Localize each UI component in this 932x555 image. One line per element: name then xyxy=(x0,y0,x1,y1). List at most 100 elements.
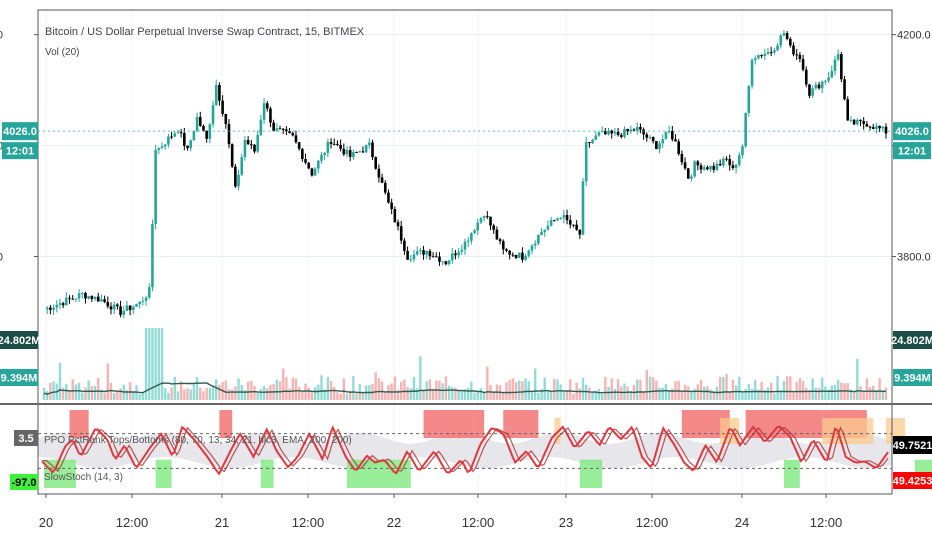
volume-bar-215 xyxy=(728,391,731,400)
candle-body-74 xyxy=(278,128,282,130)
candle-body-260 xyxy=(871,127,875,130)
candle-body-176 xyxy=(604,131,607,135)
candle-body-218 xyxy=(737,155,741,165)
volume-bar-245 xyxy=(824,386,827,400)
candle-body-222 xyxy=(750,60,754,86)
volume-bar-259 xyxy=(868,387,872,400)
volume-bar-180 xyxy=(616,379,620,400)
candle-body-63 xyxy=(243,140,247,158)
candle-body-17 xyxy=(96,296,100,302)
candle-body-100 xyxy=(361,151,365,153)
volume-bar-52 xyxy=(208,388,212,400)
candle-body-80 xyxy=(297,142,301,149)
volume-bar-131 xyxy=(460,391,464,400)
volume-bar-89 xyxy=(326,376,330,400)
candle-body-252 xyxy=(846,99,850,121)
volume-bar-178 xyxy=(610,378,613,400)
badge-price-left: 4026.0 xyxy=(3,126,37,138)
volume-bar-40 xyxy=(170,387,173,400)
candle-body-2 xyxy=(49,307,52,310)
volume-bar-86 xyxy=(317,384,320,400)
candle-body-34 xyxy=(151,223,154,288)
volume-bar-125 xyxy=(441,383,444,400)
badge-time-right-bg xyxy=(893,142,931,160)
candle-body-154 xyxy=(533,243,537,246)
candle-body-170 xyxy=(584,142,588,182)
candle-body-191 xyxy=(651,137,655,142)
candle-body-35 xyxy=(154,149,157,224)
candle-body-134 xyxy=(470,233,473,241)
candle-body-223 xyxy=(753,58,757,61)
volume-bar-237 xyxy=(798,378,802,400)
volume-bar-20 xyxy=(106,363,109,400)
candle-body-251 xyxy=(843,79,846,100)
volume-bars xyxy=(42,328,888,400)
candle-body-229 xyxy=(773,50,776,53)
volume-bar-73 xyxy=(275,379,279,400)
candle-body-233 xyxy=(785,33,789,39)
candle-body-230 xyxy=(776,45,779,51)
candle-body-98 xyxy=(355,151,358,153)
volume-bar-171 xyxy=(588,387,591,400)
badge-vol-right: 24.802M xyxy=(891,335,932,347)
candle-body-120 xyxy=(425,251,429,255)
volume-bar-218 xyxy=(738,376,741,400)
candle-body-70 xyxy=(265,103,269,109)
candle-body-33 xyxy=(147,287,151,298)
candle-body-4 xyxy=(55,304,59,308)
badge-ind-left-top: 3.5 xyxy=(18,433,33,445)
volume-bar-80 xyxy=(297,387,301,400)
candle-body-59 xyxy=(230,144,234,167)
volume-bar-74 xyxy=(278,381,282,400)
volume-bar-209 xyxy=(709,389,712,400)
candle-body-84 xyxy=(310,168,314,176)
badge-price-left-bg xyxy=(2,122,38,141)
volume-bar-31 xyxy=(141,392,145,400)
volume-bar-114 xyxy=(406,387,409,400)
volume-bar-222 xyxy=(750,388,754,400)
candle-body-78 xyxy=(291,133,295,136)
candle-body-127 xyxy=(447,260,451,265)
candle-body-258 xyxy=(865,124,869,127)
candle-body-138 xyxy=(482,215,486,218)
candle-body-178 xyxy=(610,130,614,134)
candle-body-28 xyxy=(132,306,135,310)
candle-body-111 xyxy=(396,222,400,227)
volume-bar-75 xyxy=(282,368,285,400)
candle-body-60 xyxy=(234,166,237,187)
volume-bar-96 xyxy=(348,390,352,400)
candle-body-132 xyxy=(463,241,467,250)
candle-body-51 xyxy=(205,130,208,139)
candle-body-159 xyxy=(549,220,553,226)
volume-bar-232 xyxy=(782,380,786,400)
candle-body-182 xyxy=(623,128,626,137)
volume-bar-169 xyxy=(581,377,585,400)
candle-body-86 xyxy=(316,160,320,169)
candle-body-220 xyxy=(744,112,747,147)
candle-body-149 xyxy=(517,252,521,258)
candle-body-209 xyxy=(709,166,712,170)
candle-body-194 xyxy=(661,139,665,144)
candle-body-164 xyxy=(565,215,569,221)
candle-body-108 xyxy=(387,192,390,203)
candle-body-157 xyxy=(543,229,547,233)
y-tick-label-left-2: 4200.0 xyxy=(0,30,3,42)
badge-ind-right-top: 49.7521 xyxy=(893,440,932,452)
candle-body-136 xyxy=(476,222,480,231)
volume-bar-12 xyxy=(81,392,84,400)
badge-ind-right-bottom-bg xyxy=(893,472,932,489)
candle-body-150 xyxy=(521,252,524,260)
x-tick-label-5: 12:00 xyxy=(462,515,495,530)
candle-body-130 xyxy=(457,251,460,256)
candle-body-122 xyxy=(431,256,435,258)
volume-bar-256 xyxy=(859,386,862,400)
volume-bar-105 xyxy=(377,378,381,400)
volume-bar-257 xyxy=(862,392,865,400)
candle-body-79 xyxy=(294,135,298,143)
candle-body-8 xyxy=(68,297,71,299)
volume-bar-240 xyxy=(808,389,811,400)
volume-bar-98 xyxy=(355,393,358,400)
candle-body-225 xyxy=(760,55,763,57)
volume-bar-261 xyxy=(875,389,878,400)
candle-body-114 xyxy=(406,250,409,260)
